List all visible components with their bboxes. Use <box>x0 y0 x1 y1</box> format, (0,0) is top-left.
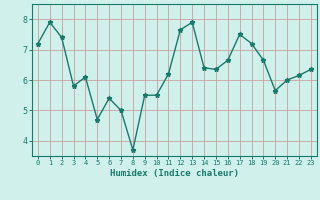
X-axis label: Humidex (Indice chaleur): Humidex (Indice chaleur) <box>110 169 239 178</box>
